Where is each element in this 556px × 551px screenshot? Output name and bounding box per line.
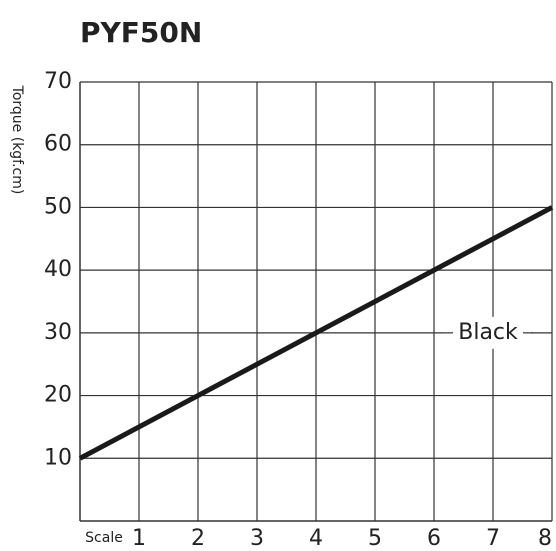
y-tick-label: 10 xyxy=(44,445,72,470)
x-tick-label: 4 xyxy=(309,526,323,551)
y-tick-label: 30 xyxy=(44,320,72,345)
x-tick-label: 8 xyxy=(538,526,552,551)
x-axis-label: Scale xyxy=(85,530,123,546)
data-line xyxy=(78,205,554,461)
chart-title: PYF50N xyxy=(80,16,202,49)
y-axis-label: Torque (kgf.cm) xyxy=(9,85,25,195)
y-tick-label: 70 xyxy=(44,69,72,94)
y-tick-label: 50 xyxy=(44,194,72,219)
y-tick-label: 40 xyxy=(44,257,72,282)
x-tick-label: 5 xyxy=(368,526,382,551)
y-tick-label: 20 xyxy=(44,383,72,408)
x-tick-label: 1 xyxy=(132,526,146,551)
x-tick-label: 7 xyxy=(486,526,500,551)
x-tick-label: 6 xyxy=(427,526,441,551)
x-tick-label: 2 xyxy=(191,526,205,551)
x-tick-label: 3 xyxy=(250,526,264,551)
series-label: Black xyxy=(458,320,518,345)
y-tick-label: 60 xyxy=(44,132,72,157)
label-background xyxy=(445,316,531,349)
